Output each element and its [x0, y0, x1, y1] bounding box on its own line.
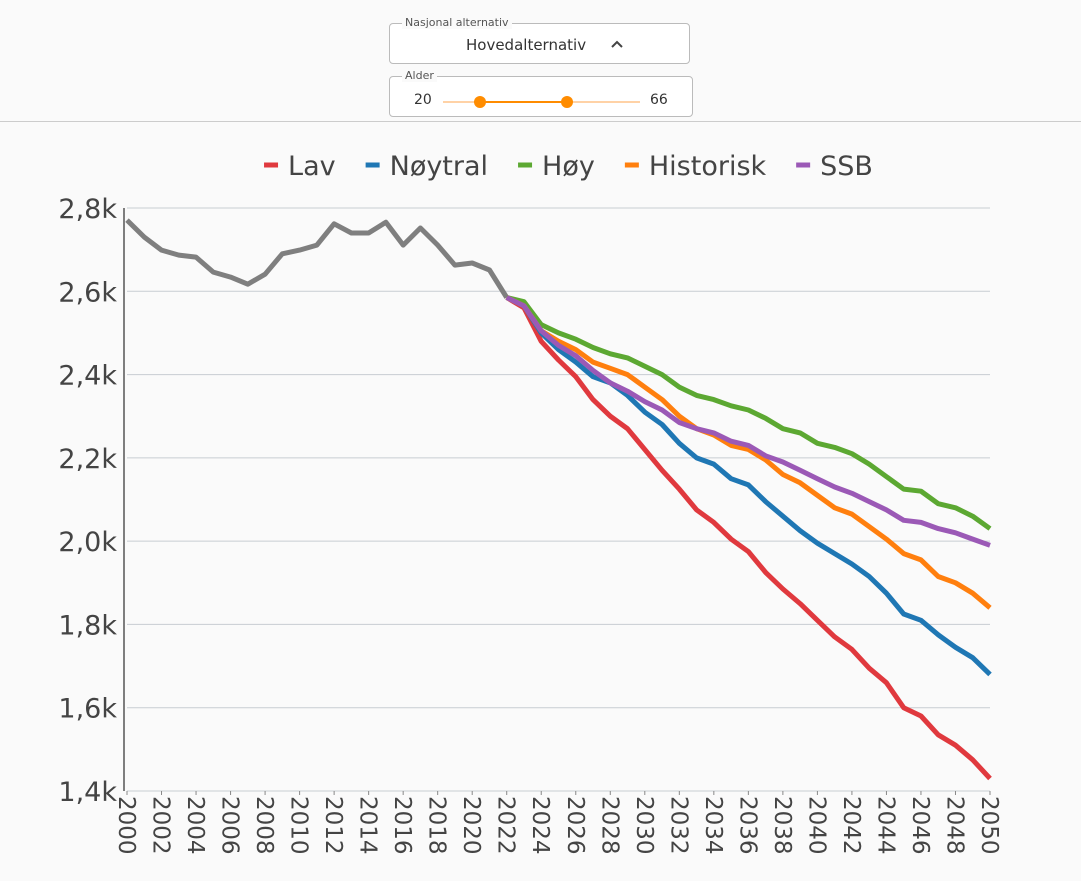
x-tick-label: 2014 [355, 796, 381, 855]
series-line [506, 295, 992, 531]
y-tick-label: 1,8k [58, 610, 117, 641]
legend-label: Lav [288, 151, 336, 182]
y-tick-label: 2,4k [58, 361, 117, 392]
legend-label: Høy [542, 151, 595, 182]
x-tick-label: 2006 [217, 796, 243, 855]
x-tick-label: 2008 [251, 796, 277, 855]
legend: Lav Nøytral Høy Historisk SSB [264, 151, 873, 182]
y-tick-label: 2,2k [58, 444, 117, 475]
y-tick-label: 2,8k [58, 194, 117, 225]
x-tick-label: 2010 [286, 796, 312, 855]
series-line [505, 295, 992, 781]
x-tick-label: 2016 [389, 796, 415, 855]
x-tick-label: 2030 [631, 796, 657, 855]
x-tick-label: 2004 [182, 796, 208, 855]
legend-label: Nøytral [390, 151, 488, 182]
slider-min: 20 [414, 92, 432, 108]
x-tick-label: 2044 [872, 796, 898, 855]
slider-thumb[interactable] [474, 96, 486, 108]
x-tick-label: 2020 [458, 796, 484, 855]
x-tick-label: 2032 [665, 796, 691, 855]
x-tick-label: 2038 [769, 796, 795, 855]
toolbar: Nasjonal alternativ Hovedalternativ Alde… [0, 0, 1081, 122]
x-tick-label: 2042 [838, 796, 864, 855]
dropdown-legend: Nasjonal alternativ [402, 16, 512, 29]
x-tick-label: 2026 [562, 796, 588, 855]
x-tick-label: 2018 [424, 796, 450, 855]
x-tick-label: 2040 [803, 796, 829, 855]
x-tick-label: 2022 [493, 796, 519, 855]
dropdown-value: Hovedalternativ [466, 36, 587, 54]
slider-max: 66 [650, 92, 668, 108]
x-tick-label: 2048 [941, 796, 967, 855]
legend-label: Historisk [649, 151, 767, 182]
x-tick-label: 2046 [907, 796, 933, 855]
x-tick-label: 2034 [700, 796, 726, 855]
x-tick-label: 2050 [976, 796, 1002, 855]
x-tick-label: 2000 [113, 796, 139, 855]
x-tick-label: 2024 [527, 796, 553, 855]
chart: 1,4k 1,6k 1,8k 2,0k 2,2k 2,4k 2,6k 2,8k 2000 2002… [58, 151, 1002, 855]
series-line [505, 295, 992, 610]
y-tick-label: 1,4k [58, 777, 117, 808]
y-tick-label: 1,6k [58, 694, 117, 725]
series-line [505, 295, 991, 548]
y-tick-label: 2,0k [58, 527, 117, 558]
series-line [125, 218, 509, 299]
x-tick-label: 2012 [320, 796, 346, 855]
dropdown[interactable]: Nasjonal alternativ Hovedalternativ [389, 16, 690, 64]
y-tick-label: 2,6k [58, 277, 117, 308]
slider-thumb[interactable] [561, 96, 573, 108]
x-tick-label: 2028 [596, 796, 622, 855]
slider[interactable] [440, 94, 645, 110]
chevron [611, 40, 623, 48]
x-tick-label: 2036 [734, 796, 760, 855]
x-tick-label: 2002 [148, 796, 174, 855]
series-line [505, 295, 992, 677]
legend-label: SSB [820, 151, 873, 182]
slider-legend: Alder [402, 69, 437, 82]
slider-box: Alder 20 66 [389, 69, 693, 117]
